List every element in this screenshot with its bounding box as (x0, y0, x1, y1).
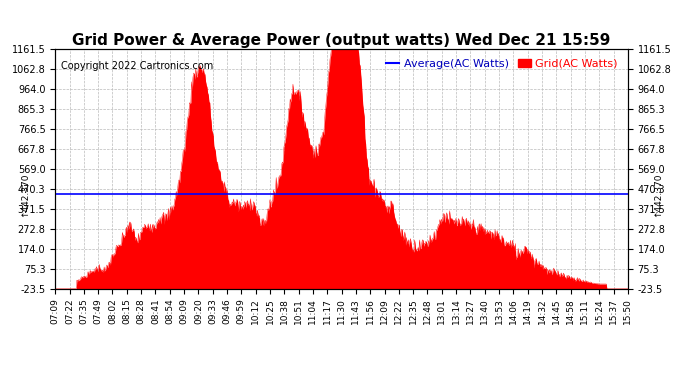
Text: ↑442.370: ↑442.370 (21, 172, 30, 217)
Text: ↑442.370: ↑442.370 (653, 172, 662, 217)
Text: Copyright 2022 Cartronics.com: Copyright 2022 Cartronics.com (61, 61, 213, 71)
Title: Grid Power & Average Power (output watts) Wed Dec 21 15:59: Grid Power & Average Power (output watts… (72, 33, 611, 48)
Legend: Average(AC Watts), Grid(AC Watts): Average(AC Watts), Grid(AC Watts) (382, 54, 622, 73)
